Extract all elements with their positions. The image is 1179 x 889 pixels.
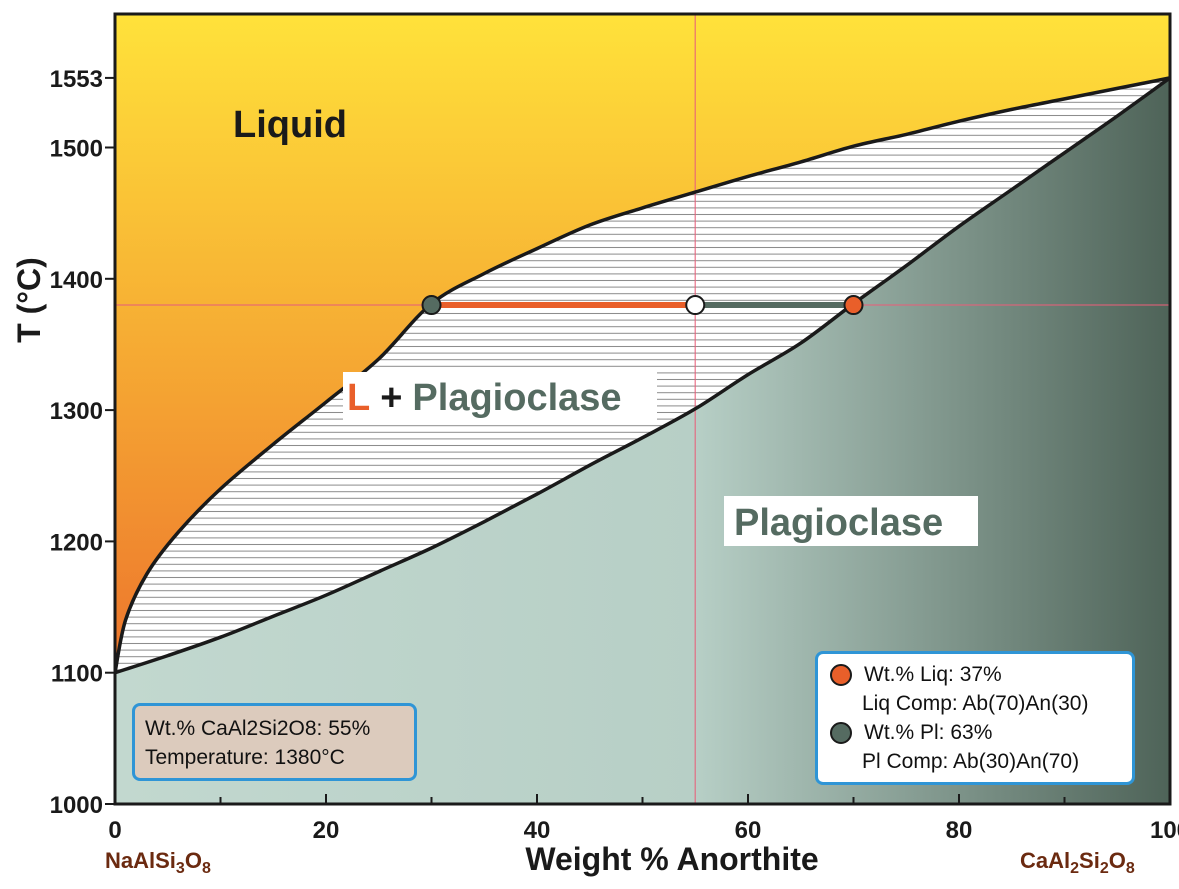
legend-row-liquid-comp: Liq Comp: Ab(70)An(30): [828, 689, 1122, 718]
legend-row-plag-comp: Pl Comp: Ab(30)An(70): [828, 747, 1122, 776]
region-label-plus: +: [380, 377, 402, 419]
region-label-two-phase: L + Plagioclase: [347, 377, 622, 419]
two-phase-label-bg: [343, 372, 657, 420]
y-tick-label: 1553: [50, 66, 103, 93]
composition-readout: Wt.% CaAl2Si2O8: 55%: [145, 717, 371, 740]
solid-composition-point: [843, 295, 864, 316]
y-tick-label: 1000: [50, 792, 103, 819]
temperature-readout: Temperature: 1380°C: [145, 746, 345, 769]
x-tick-label: 100: [1150, 817, 1179, 844]
liquid-composition-label: Liq Comp: Ab(70)An(30): [862, 692, 1089, 715]
plagioclase-label-bg: [724, 496, 978, 546]
plagioclase-percent-label: Wt.% Pl: 63%: [864, 721, 993, 744]
plagioclase-dot-icon: [830, 721, 852, 744]
y-tick-label: 1400: [50, 267, 103, 294]
region-label-liquid: Liquid: [233, 104, 347, 146]
x-tick-label: 80: [946, 817, 973, 844]
liquid-composition-point: [421, 295, 442, 316]
liquid-dot-icon: [830, 663, 852, 686]
bulk-composition-point: [685, 295, 706, 316]
plagioclase-solid-region: [115, 77, 1170, 804]
x-axis-ticks: 0 20 40 60 80 100: [108, 794, 1179, 844]
region-label-liquid-symbol: L: [347, 377, 370, 419]
liquid-percent-label: Wt.% Liq: 37%: [864, 663, 1002, 686]
y-tick-label: 1500: [50, 136, 103, 163]
y-tick-label: 1100: [51, 661, 103, 688]
liquidus-curve: [115, 76, 1170, 674]
y-tick-label: 1300: [50, 398, 103, 425]
x-tick-label: 20: [313, 817, 340, 844]
x-tick-label: 40: [524, 817, 551, 844]
solidus-curve: [115, 76, 1170, 675]
x-axis-title: Weight % Anorthite: [525, 841, 818, 877]
x-tick-label: 60: [735, 817, 762, 844]
legend-row-liquid-pct: Wt.% Liq: 37%: [828, 660, 1122, 689]
region-label-plagioclase-part: Plagioclase: [412, 377, 621, 419]
x-tick-label: 0: [108, 817, 121, 844]
results-legend-box: Wt.% Liq: 37% Liq Comp: Ab(70)An(30) Wt.…: [815, 651, 1135, 785]
endmember-anorthite-formula: CaAl2Si2O8: [1020, 848, 1135, 877]
y-tick-label: 1200: [50, 529, 103, 556]
endmember-albite-formula: NaAlSi3O8: [105, 848, 211, 877]
input-parameters-box: Wt.% CaAl2Si2O8: 55% Temperature: 1380°C: [132, 703, 417, 781]
y-axis-title: T (°C): [11, 257, 47, 343]
y-axis-ticks: 1000 1100 1200 1300 1400 1500 1553: [50, 66, 115, 819]
plagioclase-composition-label: Pl Comp: Ab(30)An(70): [862, 750, 1080, 773]
legend-row-plag-pct: Wt.% Pl: 63%: [828, 718, 1122, 747]
region-label-plagioclase: Plagioclase: [734, 502, 943, 544]
